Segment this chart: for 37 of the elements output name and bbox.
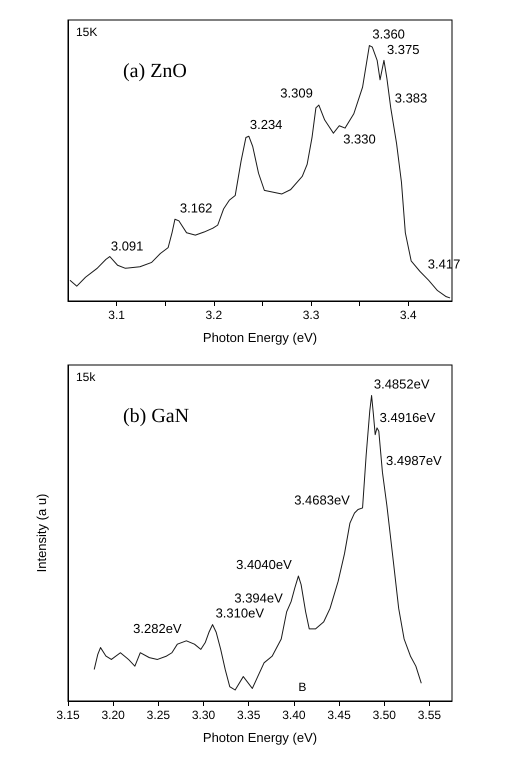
- x-tick-label: 3.3: [302, 308, 320, 322]
- annotation: B: [298, 680, 306, 694]
- annotation: 3.4987eV: [386, 452, 442, 468]
- y-axis-title: Intensity (a u): [34, 494, 49, 572]
- x-tick-label: 3.35: [237, 708, 261, 722]
- x-tick-label: 3.20: [101, 708, 126, 722]
- x-tick-label: 3.4: [400, 308, 417, 322]
- annotation: 3.310eV: [216, 606, 264, 621]
- annotation: 3.330: [343, 131, 376, 146]
- annotation: 3.162: [180, 200, 212, 216]
- annotation: 3.4683eV: [294, 492, 350, 508]
- x-tick-label: 3.15: [56, 708, 80, 722]
- x-axis-title: Photon Energy (eV): [202, 730, 318, 745]
- annotation: 3.4040eV: [236, 556, 292, 572]
- x-tick-label: 3.40: [282, 708, 306, 722]
- text: (b) GaN: [123, 405, 190, 427]
- annotation: 3.383: [394, 90, 428, 106]
- annotation: 3.234: [250, 117, 282, 132]
- annotation: 3.4916eV: [380, 410, 436, 426]
- x-tick-label: 3.25: [146, 708, 170, 722]
- annotation: 3.375: [386, 42, 420, 57]
- text: 15K: [76, 25, 98, 39]
- text: (a) ZnO: [123, 60, 187, 82]
- annotation: 3.309: [280, 85, 313, 100]
- annotation: 3.4852eV: [374, 376, 430, 392]
- annotation: 3.360: [372, 26, 405, 42]
- x-tick-label: 3.50: [372, 708, 396, 722]
- x-tick-label: 3.55: [418, 708, 442, 722]
- x-tick-label: 3.1: [108, 308, 126, 322]
- x-tick-label: 3.2: [205, 308, 222, 322]
- annotation: 3.394eV: [234, 590, 284, 606]
- text: 15k: [76, 370, 96, 384]
- annotation: 3.091: [110, 238, 144, 254]
- x-tick-label: 3.45: [327, 708, 352, 722]
- x-axis-title: Photon Energy (eV): [202, 330, 318, 345]
- annotation: 3.282eV: [133, 620, 182, 636]
- x-tick-label: 3.30: [192, 708, 216, 722]
